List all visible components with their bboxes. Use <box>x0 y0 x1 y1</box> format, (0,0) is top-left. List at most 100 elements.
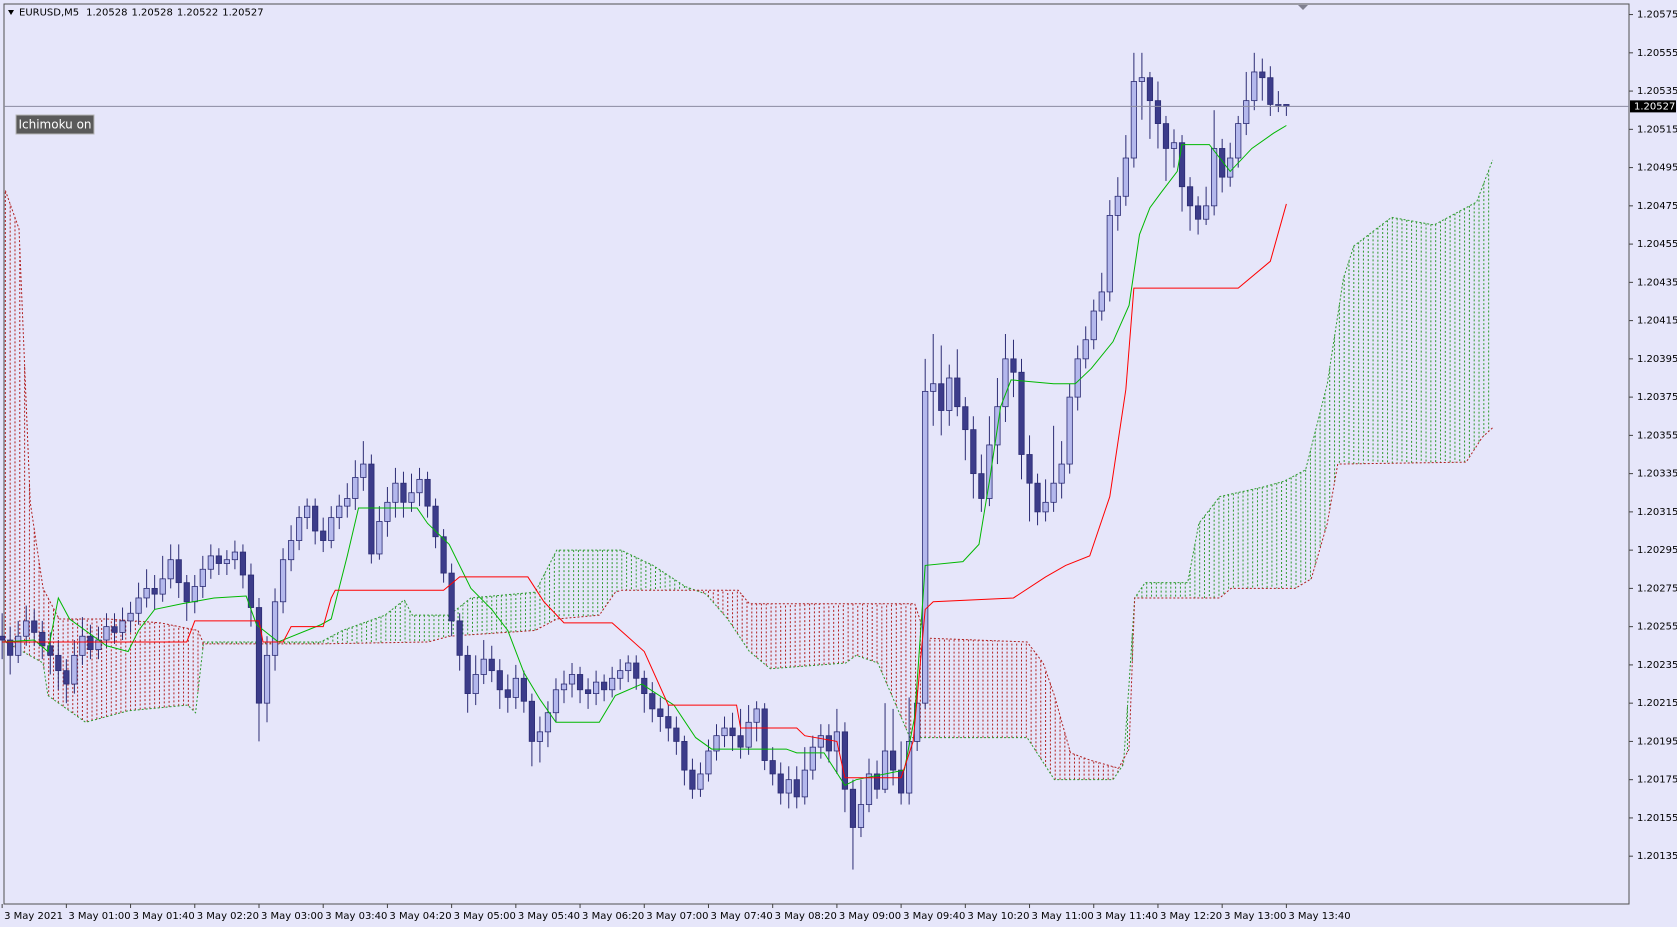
x-tick-label: 3 May 09:00 <box>839 911 901 922</box>
candle-body <box>55 654 62 672</box>
candle-body <box>304 505 311 519</box>
candle-body <box>681 741 688 771</box>
y-tick-label: 1.20315 <box>1637 507 1677 518</box>
candle-body <box>103 626 110 641</box>
candle-body <box>1211 148 1218 207</box>
candle-body <box>279 559 287 603</box>
candle-body <box>576 674 584 691</box>
candle-body <box>376 521 383 555</box>
current-price-box <box>1630 100 1676 113</box>
x-tick-label: 3 May 03:40 <box>325 911 387 922</box>
chart-title: EURUSD,M5 <box>19 8 79 19</box>
candle-body <box>392 482 399 503</box>
y-tick-label: 1.20135 <box>1637 851 1677 862</box>
candle-body <box>1219 148 1226 178</box>
candle-body <box>15 635 22 656</box>
candle-body <box>1114 195 1121 216</box>
candle-body <box>745 721 752 748</box>
candle-body <box>183 582 190 603</box>
candle-body <box>970 429 977 475</box>
candle-body <box>1090 310 1097 341</box>
candle-body <box>673 727 680 742</box>
candle-body <box>954 377 961 408</box>
y-tick-label: 1.20575 <box>1637 10 1677 21</box>
chart-header: EURUSD,M5 1.20528 1.20528 1.20522 1.20527 <box>19 8 264 19</box>
candle-body <box>1267 77 1274 105</box>
candle-body <box>528 700 535 742</box>
plot-frame <box>3 3 1630 905</box>
cloud-span <box>4 190 1493 769</box>
candle-body <box>584 689 592 694</box>
candle-body <box>207 555 214 570</box>
x-tick-label: 3 May 10:20 <box>967 911 1029 922</box>
x-tick-label: 3 May 12:20 <box>1160 911 1222 922</box>
candle-body <box>360 463 367 478</box>
candle-body <box>151 587 158 595</box>
indicator-button-label[interactable]: Ichimoku on <box>18 118 91 132</box>
candle-body <box>1154 100 1162 124</box>
candle-body <box>697 773 704 790</box>
candle-body <box>247 574 255 608</box>
candle-body <box>416 478 423 494</box>
candle-body <box>1146 77 1154 102</box>
candle-body <box>296 517 303 541</box>
candle-body <box>1235 123 1242 159</box>
candle-body <box>593 681 600 694</box>
candle-body <box>938 383 945 411</box>
candle-body <box>127 612 134 622</box>
y-tick-label: 1.20435 <box>1637 277 1677 288</box>
candle-body <box>889 750 897 771</box>
candle-body <box>1170 142 1178 149</box>
candle-body <box>777 773 784 794</box>
candle-body <box>946 377 953 411</box>
x-tick-label: 3 May 2021 <box>4 911 63 922</box>
candle-body <box>568 674 576 685</box>
header-close: 1.20527 <box>222 8 263 19</box>
y-tick-label: 1.20515 <box>1637 124 1677 135</box>
candle-body <box>456 620 463 656</box>
candle-body <box>167 559 174 580</box>
candle-body <box>1130 81 1137 159</box>
candle-body <box>424 478 431 507</box>
x-tick-label: 3 May 01:00 <box>68 911 130 922</box>
candle-body <box>1066 396 1073 465</box>
candle-body <box>609 677 616 691</box>
candle-body <box>689 769 696 790</box>
candle-body <box>440 536 447 574</box>
x-tick-label: 3 May 03:00 <box>261 911 323 922</box>
candle-body <box>480 658 487 675</box>
candle-body <box>472 674 479 694</box>
y-tick-label: 1.20375 <box>1637 392 1677 403</box>
candle-body <box>328 517 335 541</box>
candle-body <box>1034 482 1041 513</box>
candle-body <box>930 383 937 392</box>
candle-body <box>1203 205 1210 220</box>
y-tick-label: 1.20455 <box>1637 239 1677 250</box>
indicator-button[interactable] <box>15 114 95 135</box>
candle-body <box>1010 358 1017 373</box>
candle-body <box>287 540 295 561</box>
y-tick-label: 1.20555 <box>1637 48 1677 59</box>
current-price-label: 1.20527 <box>1634 101 1675 112</box>
menu-triangle[interactable] <box>8 10 14 15</box>
y-tick-label: 1.20495 <box>1637 163 1677 174</box>
y-tick-label: 1.20475 <box>1637 201 1677 212</box>
candle-body <box>1106 215 1113 293</box>
candle-body <box>1243 100 1250 124</box>
y-tick-label: 1.20415 <box>1637 316 1677 327</box>
y-tick-label: 1.20535 <box>1637 86 1677 97</box>
candle-body <box>191 586 198 603</box>
x-tick-label: 3 May 06:20 <box>582 911 644 922</box>
candle-body <box>271 601 279 656</box>
candle-body <box>665 716 672 729</box>
candle-body <box>119 620 126 633</box>
candle-body <box>817 735 824 748</box>
candle-body <box>873 773 881 790</box>
x-tick-label: 3 May 07:00 <box>646 911 708 922</box>
candle-body <box>1138 77 1146 82</box>
y-tick-label: 1.20275 <box>1637 583 1677 594</box>
candle-body <box>1026 454 1033 484</box>
candle-body <box>1259 71 1266 79</box>
y-tick-label: 1.20235 <box>1637 660 1677 671</box>
